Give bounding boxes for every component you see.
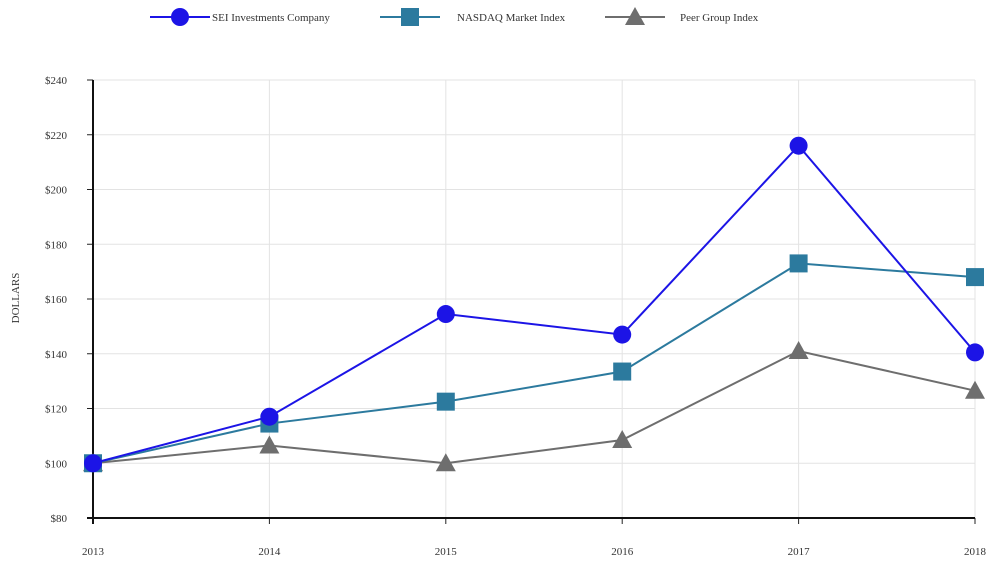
data-point	[966, 268, 984, 287]
legend-marker	[625, 7, 645, 25]
x-tick-label: 2017	[788, 546, 811, 558]
x-tick-label: 2015	[435, 546, 458, 558]
y-tick-label: $180	[45, 239, 68, 251]
legend-label: SEI Investments Company	[212, 12, 330, 24]
series-line	[92, 349, 976, 465]
y-tick-label: $160	[45, 294, 68, 306]
y-tick-label: $140	[45, 349, 68, 361]
data-point	[435, 453, 456, 472]
data-point	[612, 429, 633, 448]
legend-marker	[401, 8, 419, 26]
series-line	[92, 262, 976, 465]
legend-item: SEI Investments Company	[150, 8, 330, 26]
data-point	[436, 305, 455, 324]
series-peer-group-index	[83, 341, 985, 472]
legend-marker	[171, 8, 189, 26]
x-tick-label: 2018	[964, 546, 987, 558]
x-tick-label: 2013	[82, 546, 105, 558]
legend-item: NASDAQ Market Index	[380, 8, 566, 26]
x-tick-labels: 2013 2014 2015 2016 2017 2018	[82, 546, 987, 558]
y-tick-label: $240	[45, 75, 68, 87]
data-point	[260, 407, 279, 426]
data-point	[613, 325, 632, 344]
y-tick-label: $120	[45, 404, 68, 416]
data-point	[84, 454, 102, 473]
legend-label: NASDAQ Market Index	[457, 12, 566, 24]
data-point	[613, 362, 632, 381]
y-tick-label: $220	[45, 130, 68, 142]
legend: SEI Investments Company NASDAQ Market Ind…	[150, 7, 759, 26]
x-tick-label: 2016	[611, 546, 634, 558]
series-sei-investments-company	[84, 136, 984, 473]
y-tick-label: $100	[45, 458, 68, 470]
y-axis-title: DOLLARS	[10, 273, 22, 324]
y-tick-label: $80	[51, 513, 68, 525]
data-point	[789, 136, 808, 155]
x-tick-label: 2014	[258, 546, 281, 558]
data-point	[259, 435, 280, 454]
y-tick-label: $200	[45, 185, 68, 197]
axes	[87, 79, 976, 524]
legend-item: Peer Group Index	[605, 7, 759, 25]
data-point	[436, 392, 455, 411]
data-point	[789, 254, 808, 273]
data-point	[966, 343, 984, 362]
legend-label: Peer Group Index	[680, 12, 759, 24]
series-line	[92, 144, 976, 465]
y-tick-labels: $80 $100 $120 $140 $160 $180 $200 $220 $240	[45, 75, 68, 525]
series-group	[83, 136, 985, 473]
data-point	[965, 380, 985, 399]
data-point	[788, 341, 809, 360]
